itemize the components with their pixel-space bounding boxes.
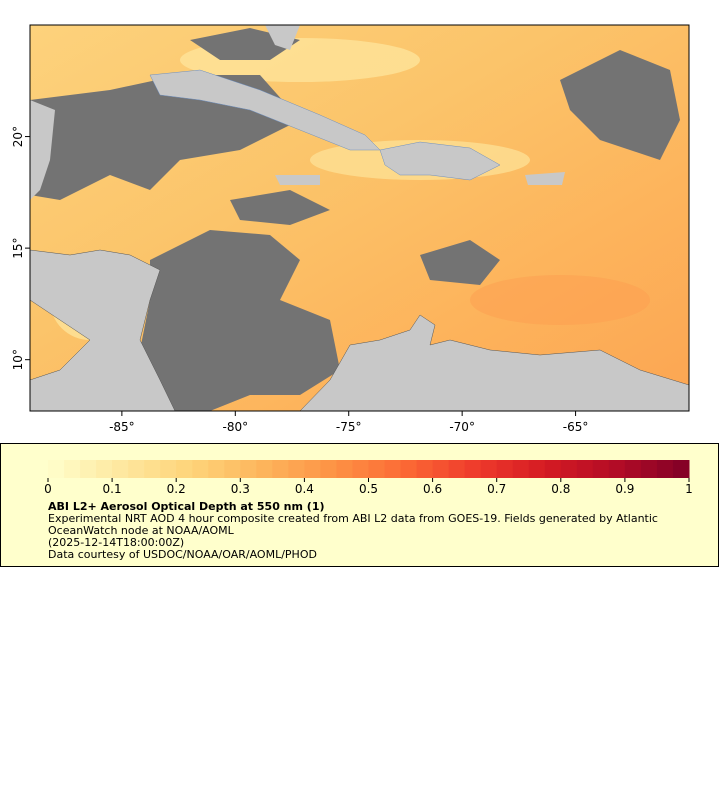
colorbar-swatch — [288, 460, 305, 478]
colorbar-tick-label: 1 — [685, 482, 693, 496]
colorbar-swatch — [64, 460, 81, 478]
x-tick-label: -65° — [563, 420, 589, 434]
colorbar-swatch — [256, 460, 273, 478]
colorbar-swatch — [208, 460, 225, 478]
colorbar-tick-label: 0.2 — [167, 482, 186, 496]
colorbar-swatch — [336, 460, 353, 478]
colorbar-swatch — [224, 460, 241, 478]
legend-line: Data courtesy of USDOC/NOAA/OAR/AOML/PHO… — [48, 548, 317, 561]
colorbar-swatch — [624, 460, 642, 478]
colorbar-swatch — [352, 460, 369, 478]
colorbar-swatch — [544, 460, 562, 478]
colorbar-swatch — [176, 460, 193, 478]
y-tick-label: 10° — [11, 349, 25, 370]
colorbar-swatch — [480, 460, 498, 478]
colorbar-tick-label: 0 — [44, 482, 52, 496]
colorbar-swatch — [576, 460, 594, 478]
colorbar-swatch — [192, 460, 209, 478]
colorbar-swatch — [160, 460, 177, 478]
colorbar-swatch — [448, 460, 466, 478]
colorbar-tick-label: 0.3 — [231, 482, 250, 496]
colorbar-swatch — [144, 460, 161, 478]
map-image — [30, 25, 689, 411]
colorbar-swatch — [496, 460, 514, 478]
x-tick-label: -85° — [109, 420, 135, 434]
x-tick-label: -80° — [222, 420, 248, 434]
colorbar-tick-label: 0.8 — [551, 482, 570, 496]
colorbar-tick-label: 0.9 — [615, 482, 634, 496]
colorbar-tick-label: 0.6 — [423, 482, 442, 496]
legend-line: (2025-12-14T18:00:00Z) — [48, 536, 184, 549]
colorbar-swatch — [512, 460, 530, 478]
colorbar-swatch — [96, 460, 113, 478]
colorbar-swatch — [432, 460, 450, 478]
colorbar-swatch — [608, 460, 626, 478]
y-tick-label: 20° — [11, 126, 25, 147]
colorbar-tick-label: 0.7 — [487, 482, 506, 496]
colorbar-swatch — [320, 460, 337, 478]
legend-title: ABI L2+ Aerosol Optical Depth at 550 nm … — [48, 500, 325, 513]
colorbar-swatch — [528, 460, 546, 478]
x-tick-label: -75° — [336, 420, 362, 434]
colorbar-swatch — [128, 460, 145, 478]
colorbar-swatch — [368, 460, 386, 478]
colorbar-tick-label: 0.4 — [295, 482, 314, 496]
colorbar-swatch — [592, 460, 610, 478]
legend-line: OceanWatch node at NOAA/AOML — [48, 524, 235, 537]
map-frame — [29, 24, 690, 412]
colorbar-swatch — [112, 460, 129, 478]
colorbar-swatch — [384, 460, 402, 478]
colorbar-swatch — [416, 460, 434, 478]
colorbar-swatch — [560, 460, 578, 478]
colorbar-swatch — [400, 460, 418, 478]
legend-line: Experimental NRT AOD 4 hour composite cr… — [48, 512, 658, 525]
colorbar-swatch — [656, 460, 674, 478]
colorbar-tick-label: 0.1 — [103, 482, 122, 496]
colorbar-swatch — [672, 460, 690, 478]
colorbar-swatch — [304, 460, 321, 478]
x-tick-label: -70° — [449, 420, 475, 434]
colorbar-swatch — [240, 460, 257, 478]
colorbar-swatch — [640, 460, 658, 478]
colorbar-swatch — [272, 460, 289, 478]
y-tick-label: 15° — [11, 237, 25, 258]
colorbar-swatch — [464, 460, 482, 478]
colorbar-tick-label: 0.5 — [359, 482, 378, 496]
colorbar-swatch — [48, 460, 65, 478]
colorbar-swatch — [80, 460, 97, 478]
